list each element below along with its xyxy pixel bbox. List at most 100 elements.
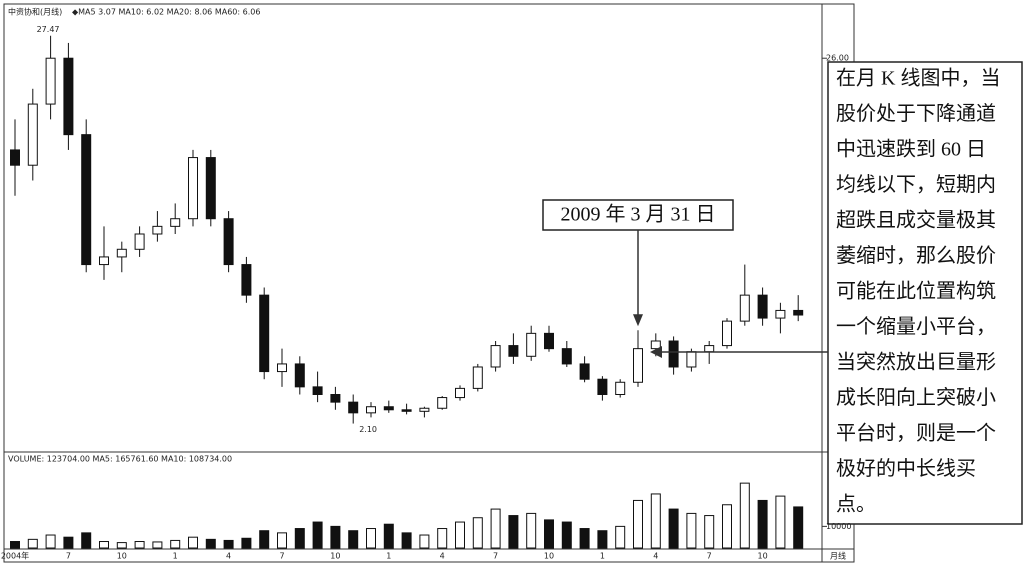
note-line: 中迅速跌到 60 日 — [836, 138, 986, 161]
note-line: 平台时，则是一个 — [836, 422, 996, 445]
volume-bar — [650, 493, 661, 549]
candle-body — [134, 233, 145, 250]
candle-body — [472, 366, 483, 389]
volume-bar — [633, 499, 643, 549]
candle-body — [490, 345, 501, 368]
x-tick-label: 1 — [386, 552, 391, 561]
volume-bar — [45, 534, 56, 549]
volume-bar — [757, 499, 768, 549]
candle-body — [544, 332, 554, 350]
candle-body — [739, 294, 750, 322]
candle-body — [793, 309, 804, 316]
volume-bar — [10, 541, 20, 549]
period-label: 月线 — [830, 551, 846, 561]
candle-body — [99, 256, 109, 266]
note-box — [827, 61, 1023, 525]
volume-bar — [383, 523, 394, 549]
volume-bar — [348, 530, 359, 549]
note-line: 可能在此位置构筑 — [836, 280, 996, 303]
x-tick-label: 4 — [226, 552, 231, 561]
volume-bar — [294, 528, 305, 549]
note-line: 超跌且成交量极其 — [836, 209, 996, 232]
v-tick-label: 10000 — [826, 522, 851, 531]
volume-bar — [419, 534, 430, 549]
volume-bar — [472, 517, 483, 549]
volume-bar — [561, 521, 572, 549]
candle-body — [223, 218, 234, 266]
candle-body — [437, 397, 448, 409]
candle-body — [241, 264, 252, 296]
x-tick-label: 10 — [758, 552, 768, 561]
candle-body — [668, 340, 679, 368]
note-line: 萎缩时，那么股价 — [836, 244, 996, 267]
x-tick-label: 10 — [544, 552, 554, 561]
volume-bar — [544, 519, 554, 549]
volume-bar — [205, 538, 216, 549]
volume-bar — [526, 512, 537, 549]
candle-body — [10, 149, 20, 166]
volume-bar — [312, 521, 323, 549]
volume-bar — [366, 528, 376, 549]
candle-body — [330, 394, 341, 403]
volume-bar — [259, 530, 270, 549]
note-line: 一个缩量小平台， — [836, 315, 996, 338]
volume-legend: VOLUME: 123704.00 MA5: 165761.60 MA10: 1… — [8, 455, 232, 464]
x-tick-label: 4 — [653, 552, 658, 561]
x-tick-label: 7 — [279, 552, 284, 561]
volume-bar — [134, 541, 145, 549]
note-line: 点。 — [836, 493, 876, 516]
volume-bar — [188, 536, 198, 549]
x-tick-label: 1 — [600, 552, 605, 561]
volume-bar — [508, 515, 519, 549]
candle-body — [348, 401, 359, 414]
candle-body — [63, 57, 74, 136]
candle-body — [686, 351, 697, 368]
candle-body — [170, 218, 181, 227]
candle-body — [615, 381, 626, 395]
candle-body — [366, 406, 376, 414]
candle-body — [81, 134, 92, 266]
x-tick-label: 10 — [330, 552, 340, 561]
volume-bar — [597, 530, 608, 549]
candle-body — [312, 386, 323, 396]
note-arrowhead — [650, 346, 662, 358]
candle-body — [455, 387, 465, 399]
candle-body — [508, 345, 519, 357]
volume-bar — [722, 504, 732, 549]
volume-bar — [793, 506, 804, 549]
volume-bar — [455, 521, 465, 549]
volume-bar — [99, 541, 109, 549]
x-tick-label: 7 — [707, 552, 712, 561]
candle-body — [704, 345, 715, 353]
candle-body — [401, 409, 412, 412]
x-tick-label: 7 — [493, 552, 498, 561]
volume-bar — [116, 542, 127, 549]
note-line: 极好的中长线买 — [836, 457, 976, 480]
volume-bar — [277, 532, 287, 549]
candle-body — [419, 407, 430, 412]
volume-bar — [63, 536, 74, 549]
volume-bar — [490, 508, 501, 549]
x-tick-label: 1 — [173, 552, 178, 561]
volume-bar — [775, 495, 786, 549]
candle-body — [650, 340, 661, 350]
candle-body — [383, 406, 394, 411]
date-box — [542, 199, 734, 231]
candle-body — [205, 157, 216, 220]
volume-bar — [704, 515, 715, 549]
volume-bar — [330, 525, 341, 549]
volume-bar — [170, 539, 181, 549]
volume-bar — [27, 538, 38, 549]
x-tick-label: 7 — [66, 552, 71, 561]
volume-bar — [615, 525, 626, 549]
y-tick-label: 26.00 — [826, 54, 849, 63]
candle-body — [27, 103, 38, 166]
note-line: 当突然放出巨量形 — [836, 351, 996, 374]
note-line: 在月 K 线图中，当 — [836, 67, 1000, 90]
high-label: 27.47 — [37, 25, 60, 34]
volume-bar — [686, 512, 697, 549]
note-line: 均线以下，短期内 — [836, 173, 996, 196]
date-label: 2009 年 3 月 31 日 — [561, 203, 716, 226]
volume-bar — [401, 532, 412, 549]
